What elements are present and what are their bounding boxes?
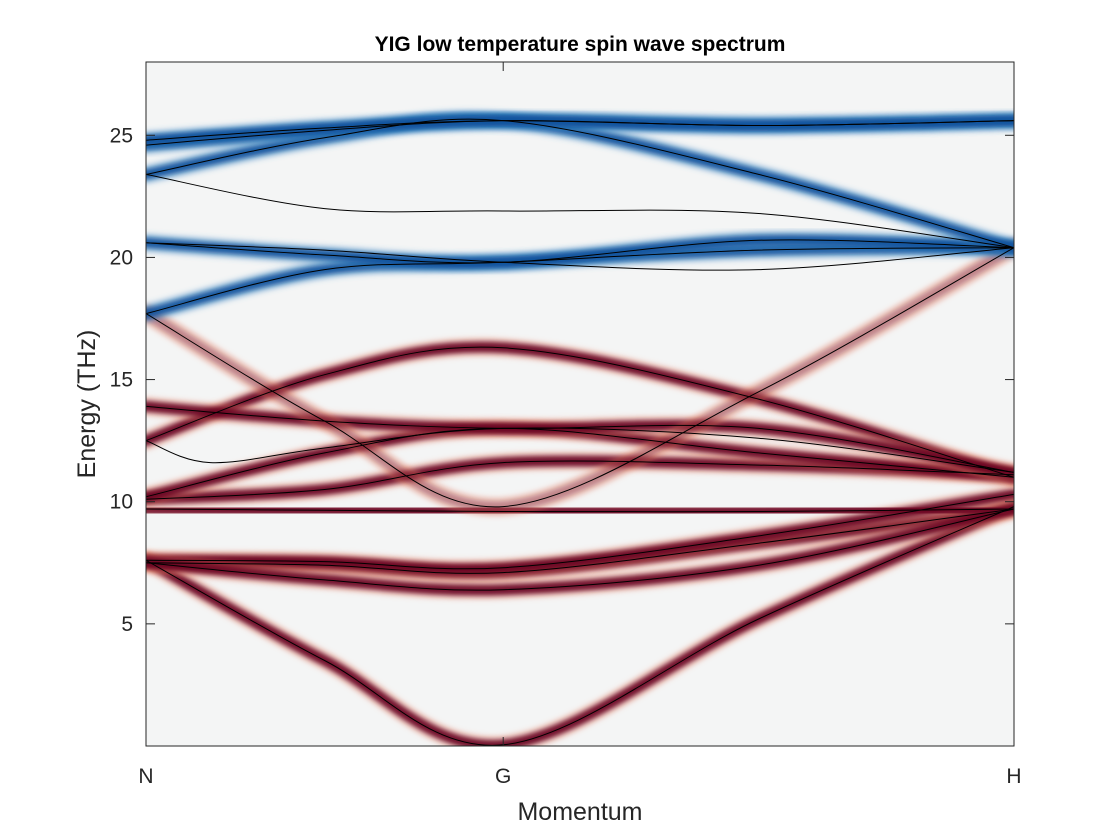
dispersion-line-acoustic xyxy=(146,506,1014,746)
plot-frame xyxy=(145,61,1015,747)
dispersion-line-mid-12.5 xyxy=(146,346,1014,478)
x-tick-label-H: H xyxy=(1006,765,1021,788)
y-tick-labels: 5 10 15 20 25 xyxy=(110,124,133,636)
dispersion-line-opt-6.5 xyxy=(146,508,1014,591)
dispersion-lines xyxy=(146,118,1014,746)
dispersion-line-mid-10a xyxy=(146,460,1014,500)
dispersion-line-blue-24.8 xyxy=(146,120,1014,141)
dispersion-line-opt-7b xyxy=(146,493,1014,570)
y-tick-label: 25 xyxy=(110,124,133,147)
dispersion-line-opt-7a xyxy=(146,508,1014,574)
dispersion-line-blue-23.4b xyxy=(146,118,1014,249)
dispersion-line-mid-14 xyxy=(146,405,1014,473)
y-axis-label: Energy (THz) xyxy=(73,330,101,479)
dispersion-line-blue-20.5a xyxy=(146,239,1014,264)
dispersion-line-mixed xyxy=(146,247,1014,508)
x-tick-label-G: G xyxy=(495,765,511,788)
x-tick-label-N: N xyxy=(138,765,153,788)
dispersion-line-flat-9.7 xyxy=(146,508,1014,513)
y-tick-label: 10 xyxy=(110,491,133,514)
y-tick-label: 15 xyxy=(110,369,133,392)
y-tick-label: 20 xyxy=(110,246,133,269)
y-tick-label: 5 xyxy=(121,613,133,636)
dispersion-line-blue-23.4 xyxy=(146,173,1014,249)
x-axis-label: Momentum xyxy=(517,798,642,826)
axis-ticks xyxy=(145,62,1015,746)
chart-title: YIG low temperature spin wave spectrum xyxy=(375,33,786,56)
dispersion-line-blue-20.5b xyxy=(146,242,1014,271)
dispersion-line-mid-10b xyxy=(146,427,1014,498)
